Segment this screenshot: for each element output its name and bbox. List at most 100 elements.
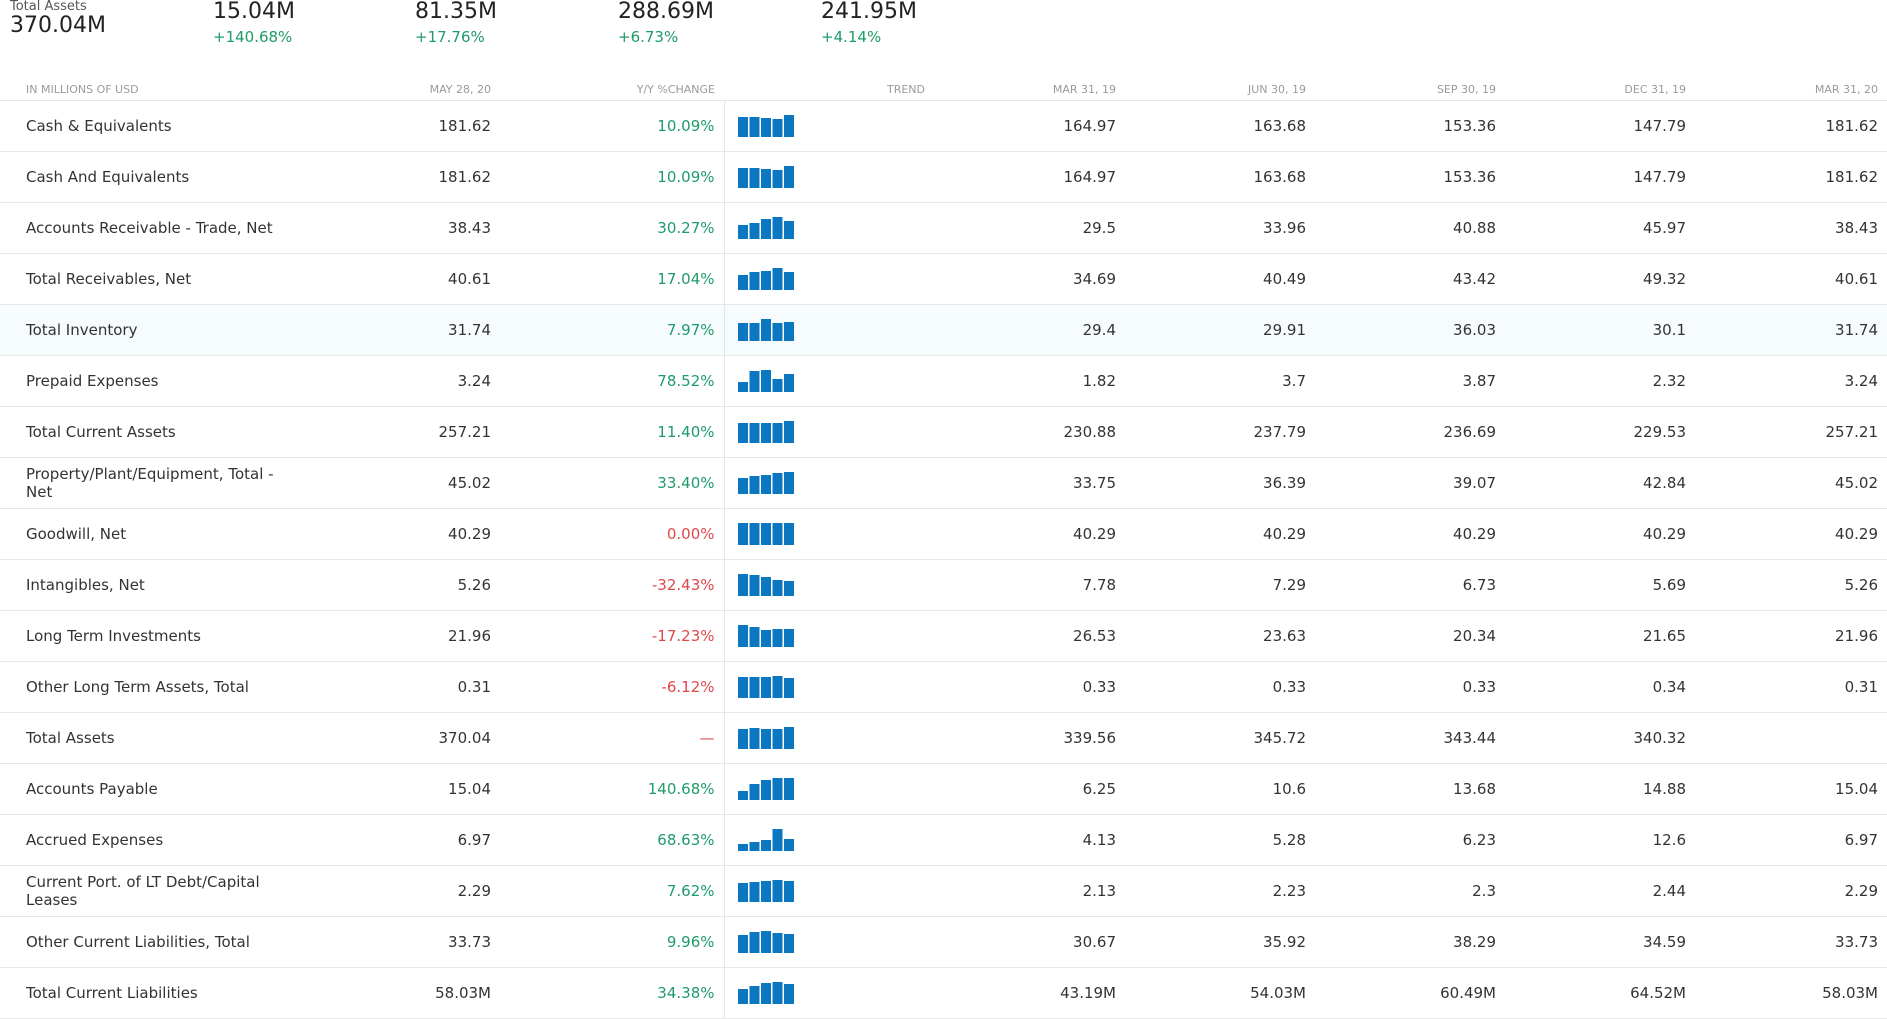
- table-row[interactable]: Total Receivables, Net 40.61 17.04% 34.69 40…: [0, 253, 1887, 305]
- trend-bar: [783, 374, 794, 392]
- table-row[interactable]: Cash And Equivalents 181.62 10.09% 164.97 16…: [0, 151, 1887, 203]
- quarter-value: 40.29: [934, 508, 1125, 560]
- trend-bar: [760, 983, 771, 1004]
- table-row[interactable]: Long Term Investments 21.96 -17.23% 26.53 23…: [0, 610, 1887, 662]
- table-row[interactable]: Total Current Liabilities 58.03M 34.38% 43.…: [0, 967, 1887, 1019]
- trend-bar: [760, 780, 771, 800]
- trend-bar: [783, 421, 794, 443]
- table-row[interactable]: Other Long Term Assets, Total 0.31 -6.12% 0…: [0, 661, 1887, 713]
- yoy-change: -6.12%: [500, 661, 724, 713]
- quarter-value: 29.5: [934, 202, 1125, 254]
- quarter-value: 2.29: [1695, 865, 1887, 917]
- latest-value: 0.31: [302, 661, 500, 713]
- yoy-change: 11.40%: [500, 406, 724, 458]
- table-row[interactable]: Cash & Equivalents 181.62 10.09% 164.97 163.…: [0, 100, 1887, 152]
- quarter-value: 163.68: [1125, 151, 1315, 203]
- quarter-value: 14.88: [1505, 763, 1695, 815]
- quarter-value: 26.53: [934, 610, 1125, 662]
- trend-sparkline: [737, 115, 794, 137]
- quarter-value: 2.23: [1125, 865, 1315, 917]
- row-label: Cash & Equivalents: [26, 117, 172, 135]
- quarter-value: 6.97: [1695, 814, 1887, 866]
- trend-cell: [723, 151, 934, 203]
- trend-bar: [760, 630, 771, 647]
- latest-value: 40.29: [302, 508, 500, 560]
- quarter-value: 40.29: [1505, 508, 1695, 560]
- row-label: Intangibles, Net: [26, 576, 145, 594]
- table-row[interactable]: Total Assets 370.04— 339.56 345.72 343.44 340…: [0, 712, 1887, 764]
- summary-stat: 241.95M +4.14%: [821, 0, 917, 46]
- trend-bar: [737, 677, 748, 698]
- table-row[interactable]: Accounts Payable 15.04 140.68% 6.25 10.6 13.6…: [0, 763, 1887, 815]
- quarter-value: 147.79: [1505, 151, 1695, 203]
- trend-sparkline: [737, 421, 794, 443]
- row-label: Accounts Payable: [26, 780, 158, 798]
- trend-cell: [723, 712, 934, 764]
- quarter-value: 43.19M: [934, 967, 1125, 1019]
- row-label: Current Port. of LT Debt/Capital Leases: [26, 873, 260, 909]
- row-label-cell: Cash & Equivalents: [0, 100, 302, 152]
- quarter-value: 0.34: [1505, 661, 1695, 713]
- quarter-value: 39.07: [1315, 457, 1505, 509]
- summary-value: 288.69M: [618, 0, 714, 24]
- quarter-value: 6.23: [1315, 814, 1505, 866]
- quarter-value: 5.26: [1695, 559, 1887, 611]
- trend-bar: [760, 219, 771, 239]
- trend-bar: [737, 791, 748, 800]
- trend-bar: [749, 117, 759, 137]
- quarter-value: 2.3: [1315, 865, 1505, 917]
- quarter-value: 21.96: [1695, 610, 1887, 662]
- trend-bar: [749, 476, 759, 494]
- row-label-cell: Total Current Assets: [0, 406, 302, 458]
- quarter-value: 164.97: [934, 100, 1125, 152]
- table-row[interactable]: Accounts Receivable - Trade, Net 38.43 30.…: [0, 202, 1887, 254]
- table-row[interactable]: Total Inventory 31.74 7.97% 29.4 29.91 36.03 3…: [0, 304, 1887, 356]
- trend-bar: [749, 223, 759, 239]
- quarter-value: 4.13: [934, 814, 1125, 866]
- trend-cell: [723, 457, 934, 509]
- table-row[interactable]: Intangibles, Net 5.26 -32.43% 7.78 7.29 6.73 5…: [0, 559, 1887, 611]
- quarter-value: 0.33: [1315, 661, 1505, 713]
- yoy-change: —: [500, 712, 724, 764]
- row-label: Total Assets: [26, 729, 115, 747]
- quarter-value: 181.62: [1695, 100, 1887, 152]
- latest-value: 181.62: [302, 100, 500, 152]
- quarter-value: 38.29: [1315, 916, 1505, 968]
- table-row[interactable]: Accrued Expenses 6.97 68.63% 4.13 5.28 6.23 12…: [0, 814, 1887, 866]
- quarter-value: 5.28: [1125, 814, 1315, 866]
- row-label-cell: Accrued Expenses: [0, 814, 302, 866]
- latest-value: 3.24: [302, 355, 500, 407]
- table-row[interactable]: Prepaid Expenses 3.24 78.52% 1.82 3.7 3.87 2.3…: [0, 355, 1887, 407]
- trend-bar: [772, 217, 782, 239]
- column-header-q5: MAR 31, 20: [1695, 78, 1887, 101]
- trend-bar: [772, 423, 782, 443]
- latest-value: 45.02: [302, 457, 500, 509]
- trend-bar: [772, 473, 782, 494]
- summary-change: +4.14%: [821, 28, 882, 46]
- table-row[interactable]: Goodwill, Net 40.29 0.00% 40.29 40.29 40.29 40…: [0, 508, 1887, 560]
- column-header-q4: DEC 31, 19: [1505, 78, 1695, 101]
- summary-label: Total Assets: [10, 0, 87, 14]
- trend-bar: [760, 169, 771, 188]
- trend-bar: [737, 989, 748, 1004]
- trend-bar: [737, 117, 748, 137]
- row-label: Prepaid Expenses: [26, 372, 159, 390]
- quarter-value: 36.39: [1125, 457, 1315, 509]
- row-label-cell: Total Assets: [0, 712, 302, 764]
- table-row[interactable]: Current Port. of LT Debt/Capital Leases 2…: [0, 865, 1887, 917]
- table-row[interactable]: Total Current Assets 257.21 11.40% 230.88 23…: [0, 406, 1887, 458]
- quarter-value: 30.67: [934, 916, 1125, 968]
- row-label-cell: Goodwill, Net: [0, 508, 302, 560]
- trend-bar: [783, 727, 794, 749]
- quarter-value: 153.36: [1315, 100, 1505, 152]
- summary-value: 370.04M: [10, 13, 106, 38]
- table-row[interactable]: Other Current Liabilities, Total 33.73 9.9…: [0, 916, 1887, 968]
- table-row[interactable]: Property/Plant/Equipment, Total - Net 45.…: [0, 457, 1887, 509]
- trend-bar: [772, 523, 782, 545]
- trend-bar: [760, 271, 771, 290]
- trend-bar: [749, 677, 759, 698]
- yoy-change: 10.09%: [500, 100, 724, 152]
- summary-stat-total-assets: Total Assets 370.04M: [10, 0, 106, 38]
- trend-bar: [737, 935, 748, 953]
- yoy-change: 9.96%: [500, 916, 724, 968]
